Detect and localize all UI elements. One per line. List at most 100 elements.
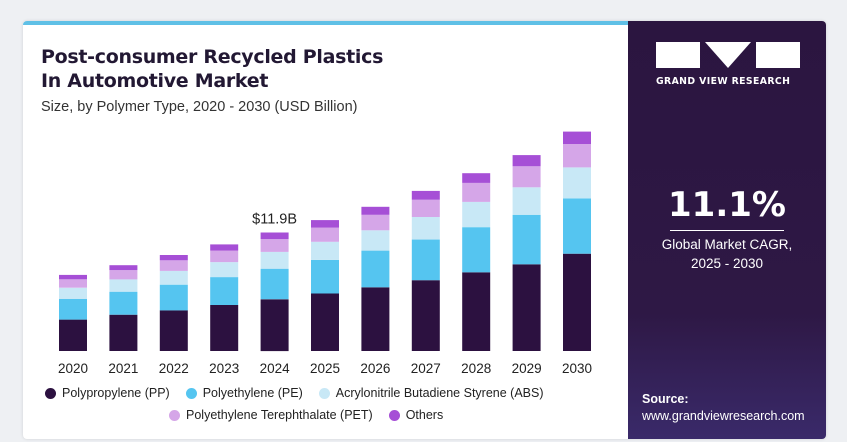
bar-segment-2020-s1: [59, 298, 87, 320]
cagr-label-line1: Global Market CAGR,: [661, 237, 793, 252]
bar-segment-2024-s0: [260, 299, 289, 352]
logo-mark-icon: [656, 42, 802, 68]
bar-segment-2025-s3: [311, 227, 339, 242]
source-link[interactable]: www.grandviewresearch.com: [642, 409, 805, 423]
bar-segment-2030-s4: [563, 131, 591, 144]
bar-annotation-2024: $11.9B: [252, 212, 297, 228]
bar-segment-2021-s2: [109, 279, 138, 292]
x-tick-label-2024: 2024: [260, 361, 291, 376]
x-tick-label-2023: 2023: [209, 361, 239, 376]
bar-segment-2021-s3: [109, 270, 138, 280]
bar-segment-2021-s4: [109, 265, 138, 271]
bar-segment-2028-s0: [462, 272, 491, 351]
brand-logo: GRAND VIEW RESEARCH: [656, 42, 802, 87]
bar-segment-2020-s2: [59, 287, 87, 299]
bar-segment-2021-s0: [109, 314, 138, 351]
bar-segment-2028-s4: [462, 173, 491, 183]
legend-item: Polypropylene (PP): [45, 386, 170, 400]
legend-swatch: [169, 409, 180, 421]
legend-swatch: [45, 387, 56, 399]
bar-segment-2021-s1: [109, 291, 138, 315]
bar-segment-2022-s2: [159, 270, 188, 285]
bar-segment-2025-s1: [311, 259, 339, 294]
bar-segment-2030-s1: [563, 198, 591, 254]
bar-segment-2027-s1: [411, 239, 440, 281]
bar-segment-2023-s2: [210, 262, 239, 278]
source-block: Source: www.grandviewresearch.com: [642, 391, 805, 425]
bar-segment-2024-s2: [260, 251, 289, 269]
bar-segment-2028-s3: [462, 182, 491, 202]
bar-segment-2029-s2: [512, 187, 541, 215]
x-tick-label-2030: 2030: [562, 361, 592, 376]
cagr-label: Global Market CAGR, 2025 - 2030: [628, 235, 826, 273]
bar-segment-2022-s1: [159, 284, 188, 311]
chart-title-line2: In Automotive Market: [41, 70, 269, 92]
x-tick-label-2025: 2025: [310, 361, 340, 376]
legend-swatch: [318, 387, 330, 399]
legend-item: Acrylonitrile Butadiene Styrene (ABS): [318, 386, 544, 400]
x-tick-label-2020: 2020: [58, 361, 88, 376]
bar-segment-2029-s4: [512, 155, 541, 167]
x-tick-label-2027: 2027: [411, 361, 441, 376]
chart-title-line1: Post-consumer Recycled Plastics: [41, 46, 384, 68]
legend-swatch: [185, 387, 197, 399]
legend-label: Polyethylene Terephthalate (PET): [186, 408, 373, 422]
legend-row: Polyethylene Terephthalate (PET) Others: [45, 408, 625, 422]
bar-segment-2025-s0: [311, 293, 339, 351]
chart-title: Post-consumer Recycled Plastics In Autom…: [41, 45, 461, 93]
bar-segment-2025-s4: [311, 220, 339, 228]
bar-segment-2029-s3: [512, 166, 541, 188]
bar-segment-2027-s0: [411, 280, 440, 351]
legend-swatch: [388, 409, 400, 421]
bar-segment-2020-s3: [59, 279, 87, 288]
bar-segment-2022-s0: [159, 310, 188, 351]
bar-segment-2020-s4: [59, 274, 87, 280]
bar-segment-2027-s3: [411, 199, 440, 217]
legend-label: Others: [405, 408, 444, 422]
bar-segment-2026-s3: [361, 214, 390, 231]
bar-segment-2026-s1: [361, 250, 390, 288]
bar-segment-2029-s0: [512, 264, 541, 351]
x-tick-label-2022: 2022: [159, 361, 189, 376]
accent-bar: [23, 21, 628, 25]
bar-segment-2028-s1: [462, 227, 491, 273]
bar-segment-2030-s0: [563, 253, 591, 351]
brand-name: GRAND VIEW RESEARCH: [656, 76, 791, 87]
chart-subtitle: Size, by Polymer Type, 2020 - 2030 (USD …: [41, 99, 358, 115]
bar-segment-2020-s0: [59, 319, 87, 351]
chart-legend: Polypropylene (PP) Polyethylene (PE) Acryl…: [45, 386, 625, 430]
legend-label: Acrylonitrile Butadiene Styrene (ABS): [335, 386, 544, 400]
legend-label: Polyethylene (PE): [202, 386, 303, 400]
bar-segment-2024-s1: [260, 268, 289, 300]
bar-segment-2023-s0: [210, 305, 239, 351]
bar-segment-2026-s2: [361, 230, 390, 251]
bar-segment-2022-s4: [159, 255, 188, 261]
bar-segment-2023-s1: [210, 277, 239, 305]
bar-segment-2030-s3: [563, 144, 591, 168]
info-panel: GRAND VIEW RESEARCH 11.1% Global Market …: [628, 21, 826, 439]
source-title: Source:: [642, 392, 689, 406]
x-tick-label-2021: 2021: [108, 361, 138, 376]
bar-segment-2026-s0: [361, 287, 390, 351]
legend-row: Polypropylene (PP) Polyethylene (PE) Acryl…: [45, 386, 625, 400]
bar-segment-2028-s2: [462, 201, 491, 228]
cagr-divider: [670, 230, 784, 231]
cagr-value: 11.1%: [668, 185, 786, 225]
legend-item: Polyethylene Terephthalate (PET): [169, 408, 373, 422]
bar-segment-2023-s4: [210, 244, 239, 251]
bar-segment-2023-s3: [210, 250, 239, 263]
chart-panel: Post-consumer Recycled Plastics In Autom…: [23, 21, 628, 439]
legend-label: Polypropylene (PP): [62, 386, 170, 400]
bar-segment-2024-s3: [260, 239, 289, 252]
legend-item: Others: [388, 408, 444, 422]
chart-card: Post-consumer Recycled Plastics In Autom…: [23, 21, 826, 439]
bar-segment-2026-s4: [361, 206, 390, 215]
bar-segment-2027-s4: [411, 190, 440, 200]
bar-segment-2025-s2: [311, 241, 339, 260]
stacked-bar-chart: 2020 2021 2022 2023 2024 $11.9B 2025 2026 2027 20…: [58, 131, 592, 376]
cagr-label-line2: 2025 - 2030: [690, 256, 764, 271]
bar-segment-2024-s4: [260, 232, 289, 240]
x-tick-label-2026: 2026: [360, 361, 390, 376]
bar-segment-2022-s3: [159, 260, 188, 271]
bar-segment-2030-s2: [563, 167, 591, 199]
